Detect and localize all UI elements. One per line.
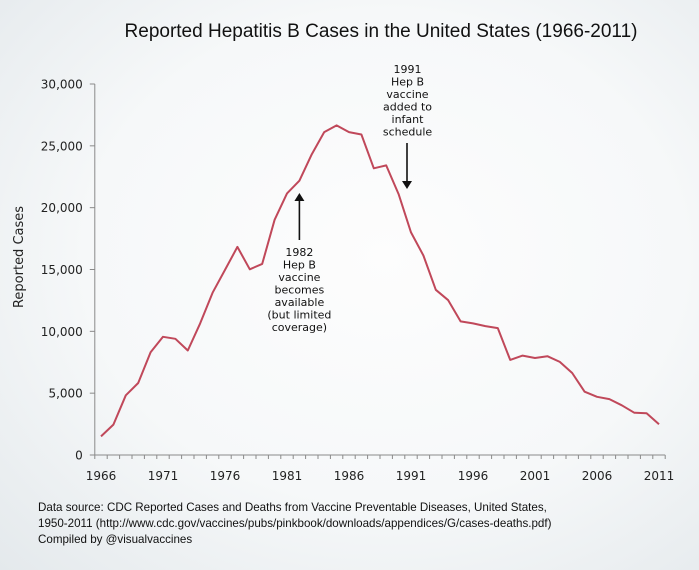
x-tick-labels: 1966 1971 1976 1981 1986 1991 1996 2001 2006 2011 (86, 469, 675, 483)
annotation-line: schedule (383, 126, 433, 139)
annotation-line: added to (383, 101, 432, 114)
x-tick-label: 2001 (520, 469, 551, 483)
x-tick-label: 1991 (396, 469, 427, 483)
x-tick-label: 1966 (86, 469, 117, 483)
y-tick-label: 30,000 (41, 78, 83, 92)
y-tick-label: 25,000 (41, 139, 83, 153)
cases-line (100, 124, 660, 438)
footer-source-url-line: 1950-2011 (http://www.cdc.gov/vaccines/p… (38, 517, 552, 530)
x-tick-label: 2006 (582, 469, 613, 483)
x-tick-label: 1996 (458, 469, 489, 483)
y-tick-label: 10,000 (41, 325, 83, 339)
axes (89, 83, 666, 459)
x-tick-label: 1971 (148, 469, 179, 483)
x-tick-label: 1981 (272, 469, 303, 483)
y-tick-label: 0 (75, 449, 83, 463)
x-tick-label: 2011 (644, 469, 675, 483)
y-tick-labels: 0 5,000 10,000 15,000 20,000 25,000 30,000 (41, 78, 83, 463)
annotation-line: available (275, 296, 325, 309)
annotation-line: coverage) (272, 321, 327, 334)
annotation-line: infant (392, 113, 425, 126)
y-tick-label: 20,000 (41, 201, 83, 215)
annotation-line: Hep B (391, 76, 424, 89)
footer-source-line: Data source: CDC Reported Cases and Deat… (38, 501, 547, 514)
annotation-line: vaccine (278, 271, 320, 284)
x-tick-label: 1986 (334, 469, 365, 483)
series-group (100, 124, 660, 438)
y-tick-label: 15,000 (41, 263, 83, 277)
footer-credit-line: Compiled by @visualvaccines (38, 533, 193, 546)
annotation-line: 1991 (394, 63, 422, 76)
annotation-line: becomes (275, 284, 325, 297)
y-tick-label: 5,000 (48, 387, 82, 401)
annotation-line: 1982 (285, 246, 313, 259)
annotation-line: (but limited (267, 309, 331, 322)
annotation-line: vaccine (386, 88, 428, 101)
y-axis-label: Reported Cases (12, 206, 27, 308)
data-source-footer: Data source: CDC Reported Cases and Deat… (38, 500, 678, 548)
x-tick-label: 1976 (210, 469, 241, 483)
chart-title: Reported Hepatitis B Cases in the United… (125, 21, 638, 42)
annotation-line: Hep B (283, 259, 316, 272)
